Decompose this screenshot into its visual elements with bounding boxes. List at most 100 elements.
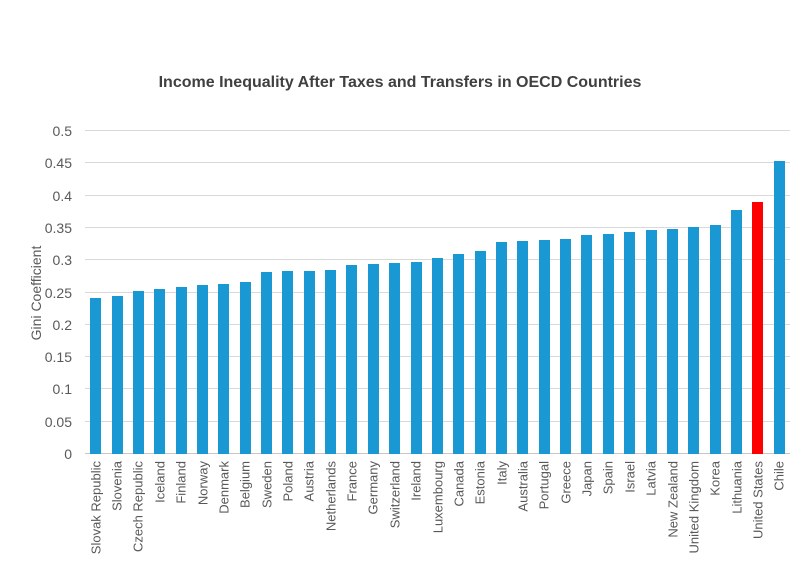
bar-lithuania [730, 209, 742, 454]
x-axis-label-latvia: Latvia [643, 461, 659, 496]
bar-category [662, 131, 683, 454]
bar-slovenia [111, 296, 123, 454]
plot-area [85, 130, 790, 454]
x-axis-label-czech-republic: Czech Republic [130, 461, 146, 553]
x-axis-label-israel: Israel [622, 461, 638, 493]
bar-switzerland [389, 262, 401, 454]
bars-container [85, 131, 790, 454]
x-axis-label-switzerland: Switzerland [387, 461, 403, 529]
x-axis-label-finland: Finland [173, 461, 189, 504]
bar-chile [773, 160, 785, 454]
bar-category [555, 131, 576, 454]
bar-category [619, 131, 640, 454]
bar-category [405, 131, 426, 454]
x-axis-label-slovenia: Slovenia [109, 461, 125, 511]
bar-new-zealand [666, 228, 678, 454]
x-axis-label-poland: Poland [280, 461, 296, 502]
bar-category [277, 131, 298, 454]
y-axis-tick-label: 0.05 [44, 413, 72, 430]
bar-category [85, 131, 106, 454]
x-axis-label-united-kingdom: United Kingdom [686, 461, 702, 554]
x-axis-label-iceland: Iceland [152, 461, 168, 503]
y-axis-tick-label: 0.25 [44, 284, 72, 301]
bar-category [469, 131, 490, 454]
y-axis-tick-label: 0.35 [44, 219, 72, 236]
bar-iceland [154, 289, 166, 454]
bar-australia [517, 240, 529, 454]
bar-category [149, 131, 170, 454]
x-axis-label-australia: Australia [515, 461, 531, 512]
bar-greece [560, 238, 572, 454]
bar-belgium [239, 282, 251, 454]
x-axis-label-denmark: Denmark [216, 461, 232, 514]
bar-category [427, 131, 448, 454]
y-axis-tick-labels: 0 0.05 0.1 0.15 0.2 0.25 0.3 0.35 0.4 0.45 0.5 [0, 123, 72, 462]
bar-category [747, 131, 768, 454]
bar-category [534, 131, 555, 454]
bar-category [640, 131, 661, 454]
bar-category [363, 131, 384, 454]
x-axis-label-korea: Korea [707, 461, 723, 496]
x-axis-label-spain: Spain [600, 461, 616, 495]
bar-category [726, 131, 747, 454]
bar-portugal [538, 240, 550, 454]
chart-title: Income Inequality After Taxes and Transf… [158, 74, 642, 91]
bar-spain [602, 233, 614, 454]
bar-czech-republic [132, 290, 144, 454]
x-axis-label-canada: Canada [451, 461, 467, 507]
bar-slovak-republic [90, 298, 102, 454]
gridline [85, 130, 790, 131]
bar-finland [175, 286, 187, 454]
bar-category [320, 131, 341, 454]
x-axis-label-luxembourg: Luxembourg [430, 461, 445, 534]
bar-canada [453, 253, 465, 454]
x-axis-label-italy: Italy [494, 461, 510, 485]
bar-category [341, 131, 362, 454]
bar-category [683, 131, 704, 454]
bar-category [448, 131, 469, 454]
bar-norway [196, 284, 208, 454]
bar-estonia [474, 251, 486, 454]
bar-category [576, 131, 597, 454]
x-axis-label-slovak-republic: Slovak Republic [88, 461, 104, 555]
bar-category [704, 131, 725, 454]
bar-category [213, 131, 234, 454]
x-axis-label-estonia: Estonia [472, 461, 488, 505]
x-axis-label-portugal: Portugal [536, 461, 552, 510]
x-axis-label-norway: Norway [195, 461, 210, 506]
y-axis-tick-label: 0.3 [52, 252, 72, 269]
bar-category [299, 131, 320, 454]
bar-germany [367, 264, 379, 454]
y-axis-tick-label: 0.5 [52, 123, 72, 139]
y-axis-tick-label: 0.2 [52, 316, 72, 333]
bar-poland [282, 270, 294, 454]
y-axis-tick-label: 0 [64, 446, 72, 462]
y-axis-tick-label: 0.45 [44, 155, 72, 172]
bar-united-kingdom [688, 227, 700, 454]
bar-ireland [410, 262, 422, 454]
x-axis-label-united-states: United States [750, 461, 766, 540]
x-axis-labels: Slovak Republic Slovenia Czech Republic Ice… [85, 461, 790, 576]
bar-denmark [218, 284, 230, 454]
bar-luxembourg [431, 257, 443, 454]
bar-category [512, 131, 533, 454]
bar-category [128, 131, 149, 454]
bar-category [598, 131, 619, 454]
x-axis-label-greece: Greece [558, 461, 574, 504]
bar-category [235, 131, 256, 454]
x-axis-label-sweden: Sweden [259, 461, 275, 508]
bar-category [769, 131, 790, 454]
bar-italy [496, 242, 507, 454]
gridline [85, 162, 790, 164]
y-axis-tick-label: 0.4 [52, 187, 72, 204]
x-axis-label-japan: Japan [579, 461, 595, 497]
x-axis-label-belgium: Belgium [237, 461, 253, 508]
bar-israel [624, 231, 636, 454]
bar-japan [581, 235, 593, 454]
gridline [85, 226, 790, 228]
x-axis-label-germany: Germany [365, 461, 381, 515]
y-axis-tick-label: 0.15 [44, 349, 72, 366]
bar-austria [303, 270, 315, 454]
x-axis-label-austria: Austria [301, 461, 317, 502]
